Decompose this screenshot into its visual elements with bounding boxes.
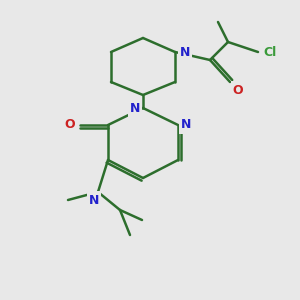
Text: N: N xyxy=(181,118,191,131)
Text: N: N xyxy=(130,101,140,115)
Text: O: O xyxy=(65,118,75,131)
Text: N: N xyxy=(89,194,99,206)
Text: N: N xyxy=(180,46,190,59)
Text: O: O xyxy=(233,83,243,97)
Text: Cl: Cl xyxy=(263,46,277,59)
